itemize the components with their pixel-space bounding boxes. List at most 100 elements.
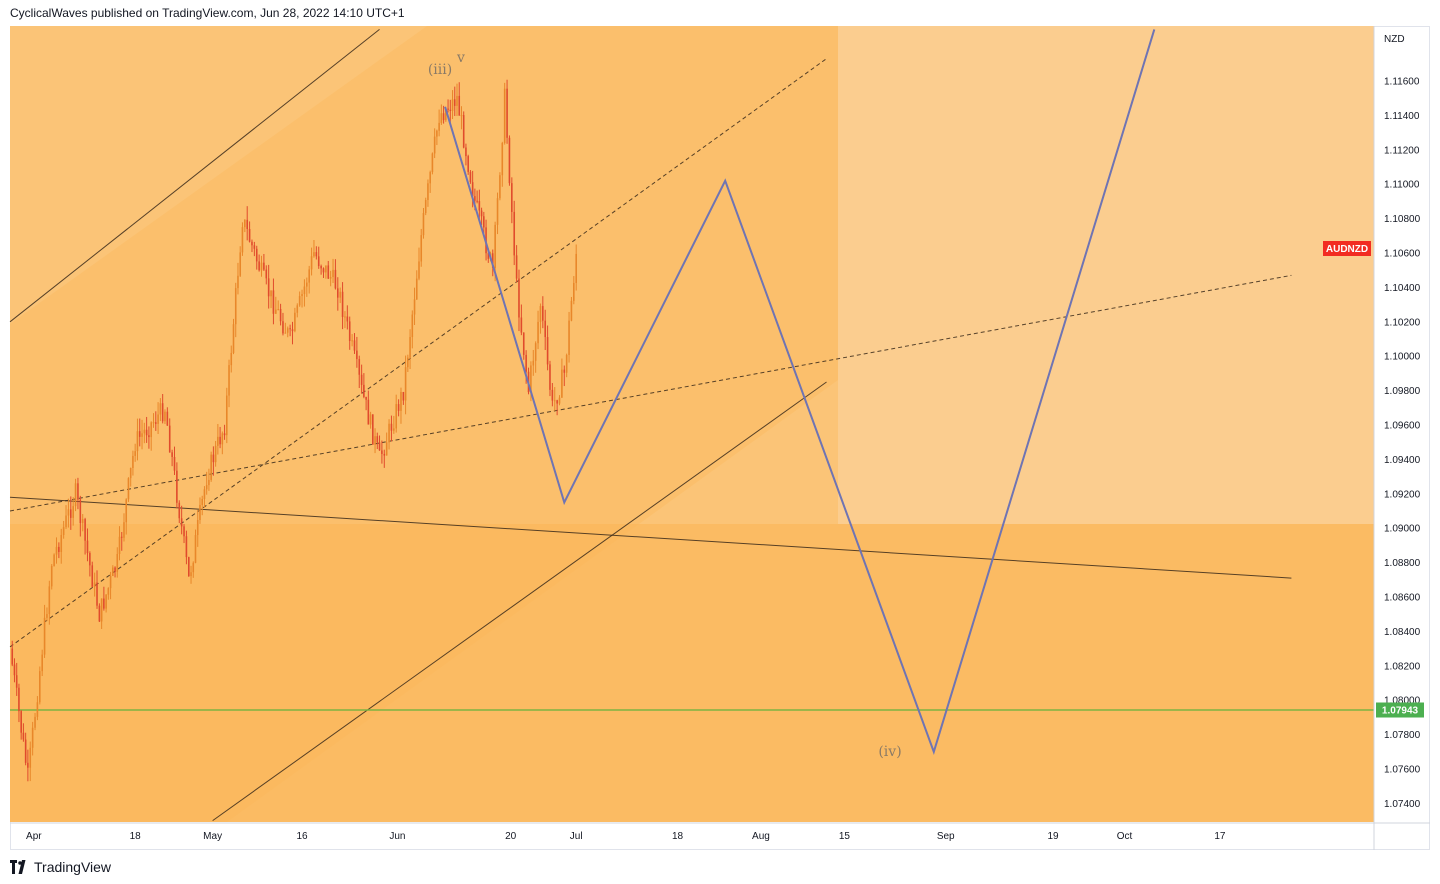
candle-body <box>134 451 136 456</box>
candle-body <box>239 252 242 276</box>
symbol-badge-label: AUDNZD <box>1326 244 1368 255</box>
time-tick-label: Jun <box>389 831 405 842</box>
candle-body <box>176 470 178 503</box>
candle-body <box>225 395 228 436</box>
candle-body <box>431 153 434 173</box>
price-tick-label: 1.09600 <box>1384 421 1421 432</box>
tradingview-logo-icon[interactable] <box>10 860 28 874</box>
candle-body <box>185 536 188 558</box>
candle-body <box>18 687 20 712</box>
candle-body <box>453 99 456 106</box>
candle-body <box>400 391 402 411</box>
candle-body <box>86 540 89 554</box>
candle-body <box>447 108 449 110</box>
candle-body <box>491 253 494 268</box>
candle-body <box>223 433 226 436</box>
candle-body <box>422 213 425 236</box>
candle-body <box>465 147 467 157</box>
candle-body <box>565 354 568 373</box>
candle-body <box>123 522 125 538</box>
candle-body <box>120 536 123 538</box>
candle-body <box>356 350 358 360</box>
candle-body <box>258 261 260 271</box>
candle-body <box>518 278 520 318</box>
candle-body <box>234 288 237 325</box>
price-tick-label: 1.07400 <box>1384 799 1421 810</box>
candle-body <box>556 400 558 404</box>
candle-body <box>360 374 363 385</box>
price-chart[interactable]: (iii) v (iv) 1.11600 1.11400 1.11200 1.1100… <box>0 0 1440 850</box>
candle-body <box>325 265 327 273</box>
candle-body <box>298 296 301 306</box>
candle-body <box>60 534 63 552</box>
time-axis[interactable]: Apr 18 May 16 Jun 20 Jul 18 Aug 15 Sep 19 Oct 17 <box>26 831 1226 842</box>
price-axis[interactable]: 1.11600 1.11400 1.11200 1.11000 1.10800 1.106… <box>1384 77 1421 810</box>
time-tick-label: Jul <box>570 831 583 842</box>
footer-brand[interactable]: TradingView <box>34 859 112 875</box>
candle-body <box>456 95 458 106</box>
candle-body <box>58 546 60 552</box>
candle-body <box>346 316 349 322</box>
candle-body <box>549 364 551 390</box>
candle-body <box>294 312 296 332</box>
price-tick-label: 1.08400 <box>1384 627 1421 638</box>
candle-body <box>480 210 483 217</box>
candle-body <box>537 321 539 344</box>
candle-body <box>103 598 105 609</box>
candle-body <box>62 527 65 535</box>
candle-body <box>429 172 431 184</box>
candle-body <box>424 200 427 214</box>
candle-body <box>20 711 22 733</box>
candle-body <box>152 422 155 424</box>
candle-body <box>440 113 443 123</box>
candle-body <box>534 343 537 361</box>
candle-body <box>358 359 361 375</box>
background-mid-zone <box>10 26 838 524</box>
candle-body <box>107 588 110 595</box>
candle-body <box>136 431 139 452</box>
candle-body <box>501 142 504 176</box>
candle-body <box>228 365 230 396</box>
candle-body <box>89 553 91 566</box>
candle-body <box>96 582 98 606</box>
candle-body <box>196 519 199 536</box>
candle-body <box>164 411 166 422</box>
candle-body <box>363 384 365 397</box>
price-tick-label: 1.09000 <box>1384 524 1421 535</box>
candle-body <box>91 565 94 587</box>
candle-body <box>270 290 272 297</box>
candle-body <box>127 478 130 500</box>
candle-body <box>267 278 270 297</box>
candle-body <box>112 567 114 577</box>
candle-body <box>125 499 128 523</box>
candle-body <box>513 211 516 256</box>
candle-body <box>367 399 370 425</box>
candle-body <box>31 727 34 748</box>
candle-body <box>515 255 518 279</box>
candle-body <box>496 198 499 225</box>
candle-body <box>255 248 258 262</box>
candle-body <box>469 171 472 183</box>
price-tick-label: 1.09800 <box>1384 386 1421 397</box>
candle-body <box>438 122 440 131</box>
candle-body <box>190 572 192 577</box>
candle-body <box>393 428 395 431</box>
candle-body <box>65 515 67 528</box>
candle-body <box>212 454 215 463</box>
candle-body <box>15 675 18 688</box>
candle-body <box>478 201 481 211</box>
candle-body <box>251 241 253 246</box>
candle-body <box>237 275 239 289</box>
candle-body <box>188 557 190 577</box>
time-tick-label: Sep <box>937 831 955 842</box>
price-tick-label: 1.08200 <box>1384 661 1421 672</box>
wave-label-iv: (iv) <box>878 744 901 760</box>
candle-body <box>303 286 306 295</box>
candle-body <box>244 219 246 228</box>
price-tick-label: 1.10400 <box>1384 283 1421 294</box>
candle-body <box>508 137 511 184</box>
candle-body <box>248 228 251 242</box>
candle-body <box>34 716 36 728</box>
price-tick-label: 1.11600 <box>1384 77 1420 88</box>
candle-body <box>458 95 461 116</box>
